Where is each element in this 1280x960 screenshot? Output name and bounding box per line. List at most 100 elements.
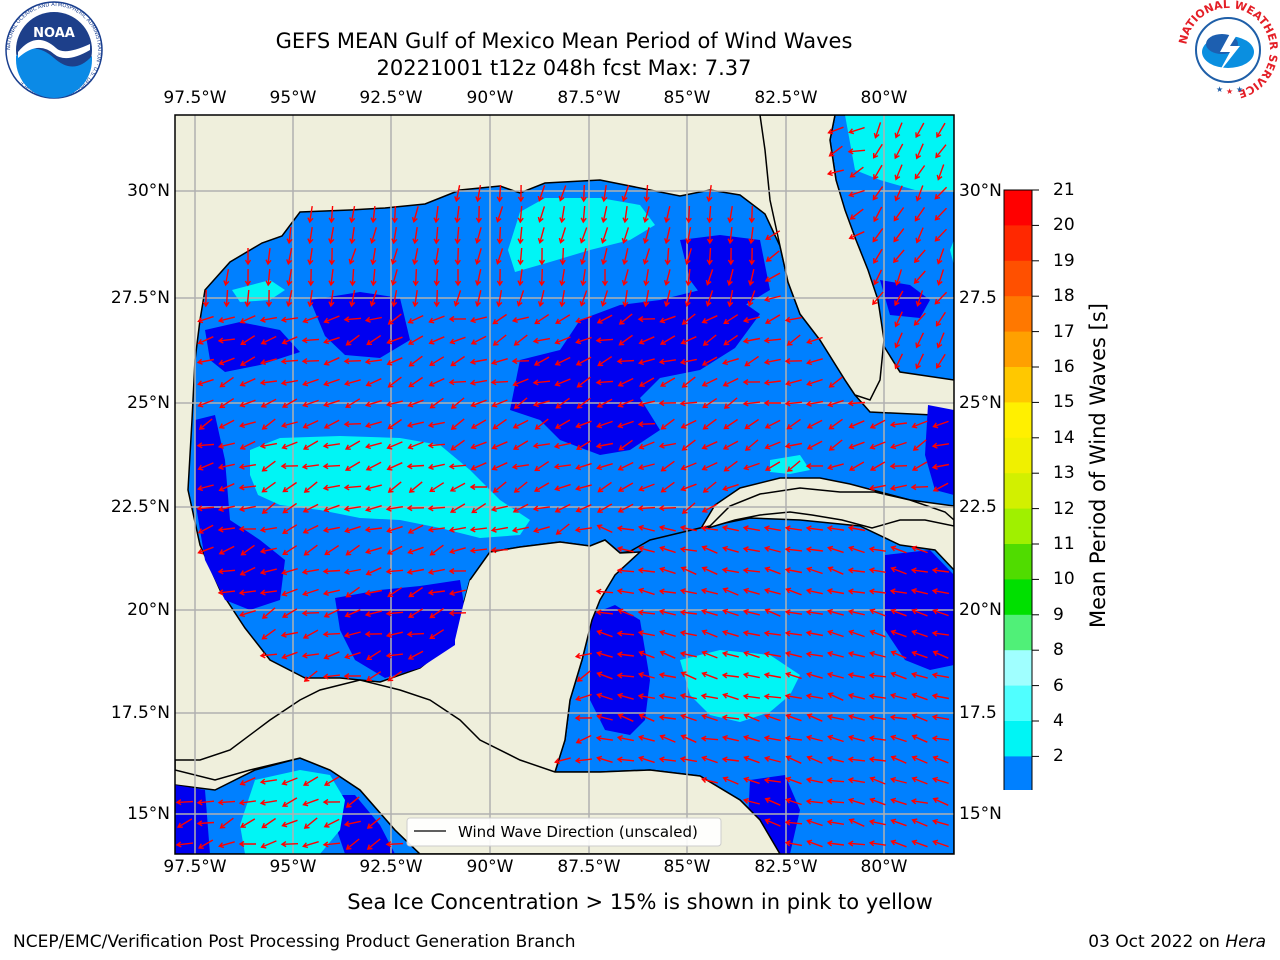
- wind-wave-arrow: [638, 483, 655, 492]
- wind-wave-arrow: [700, 525, 718, 532]
- wind-wave-arrow: [286, 227, 293, 245]
- wind-wave-arrow: [412, 226, 419, 245]
- legend-label: Wind Wave Direction (unscaled): [458, 823, 698, 841]
- wind-wave-arrow: [281, 777, 298, 786]
- wind-wave-arrow: [470, 399, 487, 408]
- wind-wave-arrow: [889, 463, 908, 470]
- wind-wave-arrow: [385, 400, 403, 408]
- wind-wave-arrow: [259, 547, 277, 554]
- wind-wave-arrow: [512, 440, 529, 450]
- wind-wave-arrow: [786, 334, 801, 346]
- wind-wave-arrow: [301, 358, 320, 365]
- wind-wave-arrow: [868, 546, 887, 553]
- wind-wave-arrow: [281, 651, 298, 660]
- wind-wave-arrow: [450, 439, 465, 451]
- wind-wave-arrow: [702, 334, 717, 346]
- wind-wave-arrow: [806, 440, 823, 450]
- wind-wave-arrow: [495, 206, 504, 223]
- wind-wave-arrow: [679, 525, 697, 532]
- wind-wave-arrow: [638, 524, 655, 532]
- wind-wave-arrow: [764, 713, 781, 722]
- wind-wave-arrow: [658, 672, 677, 679]
- wind-wave-arrow: [701, 608, 718, 616]
- wind-wave-arrow: [784, 693, 803, 700]
- wind-wave-arrow: [932, 608, 949, 617]
- wind-wave-arrow: [784, 819, 803, 826]
- wind-wave-arrow: [322, 589, 340, 596]
- lat-tick-right: 25°N: [959, 393, 1002, 413]
- wind-wave-arrow: [915, 122, 925, 139]
- colorbar-segment: [1004, 508, 1032, 545]
- wind-wave-arrow: [261, 460, 276, 472]
- wind-wave-arrow: [366, 671, 382, 681]
- wind-wave-arrow: [307, 205, 314, 224]
- wind-wave-arrow: [281, 568, 298, 576]
- wind-wave-arrow: [827, 671, 844, 679]
- wind-wave-arrow: [847, 651, 865, 658]
- wind-wave-arrow: [532, 337, 551, 344]
- wind-wave-arrow: [391, 226, 398, 245]
- wind-wave-arrow: [872, 291, 884, 306]
- wind-wave-arrow: [407, 650, 424, 660]
- wind-wave-arrow: [470, 419, 487, 429]
- wind-wave-arrow: [748, 269, 755, 287]
- wind-wave-arrow: [848, 231, 865, 240]
- wind-wave-arrow: [454, 269, 462, 287]
- wind-wave-arrow: [406, 463, 425, 470]
- wind-wave-arrow: [369, 227, 377, 244]
- wind-wave-arrow: [784, 609, 803, 616]
- wind-wave-arrow: [932, 776, 949, 784]
- wind-wave-arrow: [386, 336, 403, 345]
- wind-wave-arrow: [616, 630, 635, 637]
- wind-wave-arrow: [286, 248, 293, 266]
- wind-wave-arrow: [893, 249, 905, 264]
- wind-wave-arrow: [848, 797, 865, 805]
- wind-wave-arrow: [307, 289, 314, 308]
- wind-wave-arrow: [873, 206, 883, 223]
- wind-wave-arrow: [659, 650, 676, 659]
- wind-wave-arrow: [617, 461, 634, 471]
- wind-wave-arrow: [910, 567, 928, 574]
- wind-wave-arrow: [365, 461, 382, 471]
- wind-wave-arrow: [574, 652, 592, 659]
- wind-wave-arrow: [517, 247, 524, 266]
- wind-wave-arrow: [763, 379, 781, 386]
- wind-wave-arrow: [742, 337, 761, 344]
- colorbar-tick-label: 15: [1053, 392, 1075, 413]
- wind-wave-arrow: [664, 206, 671, 224]
- wind-wave-arrow: [281, 797, 298, 807]
- wind-wave-arrow: [559, 268, 566, 287]
- wind-wave-arrow: [743, 734, 760, 742]
- wind-wave-arrow: [827, 126, 844, 135]
- colorbar-segment: [1004, 367, 1032, 403]
- wind-wave-arrow: [239, 440, 256, 450]
- wind-wave-arrow: [827, 463, 844, 471]
- wind-wave-arrow: [385, 631, 403, 638]
- wind-wave-arrow: [893, 207, 905, 222]
- wind-wave-arrow: [934, 207, 948, 221]
- colorbar-segment: [1004, 685, 1032, 722]
- colorbar-tick-label: 10: [1053, 569, 1075, 590]
- wind-wave-arrow: [828, 418, 843, 430]
- lon-tick-bottom: 80°W: [860, 857, 908, 877]
- wind-wave-arrow: [364, 631, 383, 638]
- wind-wave-arrow: [679, 588, 697, 595]
- wind-wave-arrow: [302, 419, 319, 429]
- wind-wave-arrow: [596, 524, 613, 534]
- wind-wave-arrow: [617, 399, 634, 408]
- wind-wave-arrow: [265, 248, 272, 266]
- wind-wave-arrow: [868, 672, 887, 679]
- wind-wave-arrow: [893, 228, 905, 243]
- wind-wave-arrow: [595, 588, 614, 595]
- wind-wave-arrow: [428, 315, 445, 324]
- wind-wave-arrow: [744, 439, 759, 451]
- wind-wave-arrow: [496, 268, 503, 287]
- wind-wave-arrow: [385, 505, 404, 512]
- wind-wave-arrow: [370, 247, 377, 266]
- wind-wave-arrow: [616, 525, 634, 532]
- wind-wave-arrow: [328, 247, 335, 266]
- wind-wave-arrow: [722, 608, 739, 617]
- wind-wave-arrow: [931, 442, 950, 449]
- wind-wave-arrow: [282, 524, 298, 534]
- colorbar-tick-label: 13: [1053, 463, 1075, 484]
